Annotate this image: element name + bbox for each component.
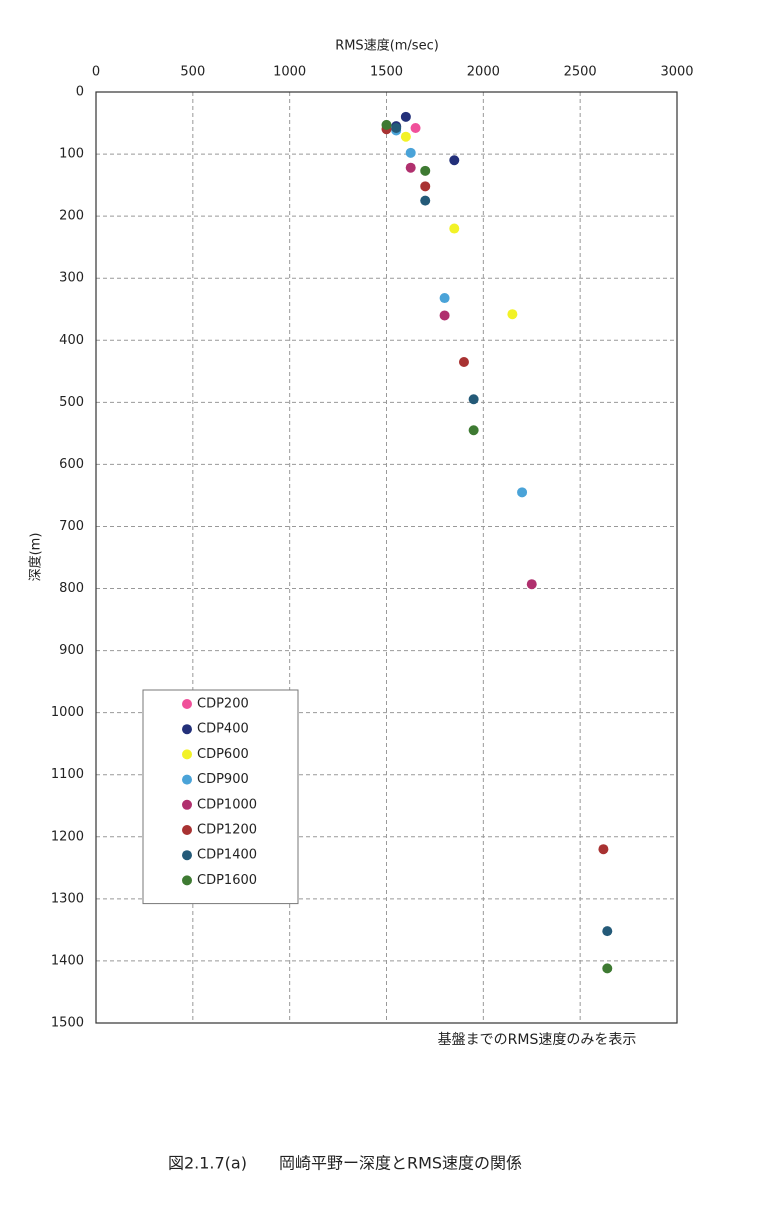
point: [420, 181, 431, 192]
note: 基盤までのRMS速度のみを表示: [438, 1031, 637, 1048]
legend-label: CDP1600: [197, 873, 257, 888]
point: [449, 223, 460, 234]
point: [400, 131, 411, 142]
y-tick-label: 600: [59, 457, 84, 472]
point: [468, 425, 479, 436]
legend-label: CDP200: [197, 697, 249, 712]
point: [468, 394, 479, 405]
y-tick-label: 1500: [51, 1016, 84, 1031]
y-tick-label: 1300: [51, 891, 84, 906]
x-tick-label: 1000: [273, 65, 306, 80]
point: [439, 293, 450, 304]
y-tick-label: 300: [59, 271, 84, 286]
legend-label: CDP900: [197, 772, 249, 787]
legend-label: CDP1000: [197, 797, 257, 812]
y-tick-label: 100: [59, 147, 84, 162]
legend-marker: [182, 749, 192, 760]
legend-label: CDP1200: [197, 823, 257, 838]
legend-marker: [182, 799, 192, 810]
x-tick-label: 2500: [564, 65, 597, 80]
y-tick-label: 0: [76, 85, 84, 100]
point: [405, 162, 416, 173]
y-tick-label: 200: [59, 209, 84, 224]
point: [602, 963, 613, 974]
y-tick-label: 700: [59, 519, 84, 534]
point: [507, 309, 518, 320]
legend-marker: [182, 825, 192, 835]
point: [381, 119, 392, 130]
point: [526, 579, 537, 590]
plot-frame: [95, 91, 678, 1024]
legend-label: CDP400: [197, 722, 249, 737]
legend-label: CDP600: [197, 747, 249, 762]
point: [420, 165, 431, 176]
x-tick-label: 0: [92, 65, 100, 80]
caption: 図2.1.7(a) 岡崎平野ー深度とRMS速度の関係: [168, 1154, 522, 1173]
y-axis-label: 深度(m): [28, 533, 44, 582]
point: [391, 122, 402, 133]
x-tick-label: 2000: [467, 65, 500, 80]
y-tick-label: 900: [59, 643, 84, 658]
point: [410, 122, 421, 133]
point: [598, 844, 609, 855]
point: [439, 310, 450, 321]
legend-marker: [182, 850, 192, 861]
point: [449, 155, 460, 166]
point: [405, 147, 416, 158]
point: [420, 195, 431, 206]
y-tick-label: 1100: [51, 767, 84, 782]
y-tick-label: 800: [59, 581, 84, 596]
x-tick-label: 3000: [660, 65, 693, 80]
point: [517, 487, 528, 498]
x-tick-label: 1500: [370, 65, 403, 80]
x-axis-label: RMS速度(m/sec): [335, 38, 439, 54]
legend-marker: [182, 875, 192, 886]
y-tick-label: 1200: [51, 829, 84, 844]
legend-box: [142, 689, 299, 905]
point: [458, 356, 469, 367]
y-tick-label: 400: [59, 333, 84, 348]
legend-marker: [182, 699, 192, 709]
x-tick-label: 500: [180, 65, 205, 80]
legend-marker: [182, 724, 192, 735]
point: [400, 111, 411, 122]
y-tick-label: 1000: [51, 705, 84, 720]
point: [602, 926, 613, 937]
y-tick-label: 500: [59, 395, 84, 410]
legend-label: CDP1400: [197, 848, 257, 863]
y-tick-label: 1400: [51, 953, 84, 968]
legend-marker: [182, 774, 192, 785]
